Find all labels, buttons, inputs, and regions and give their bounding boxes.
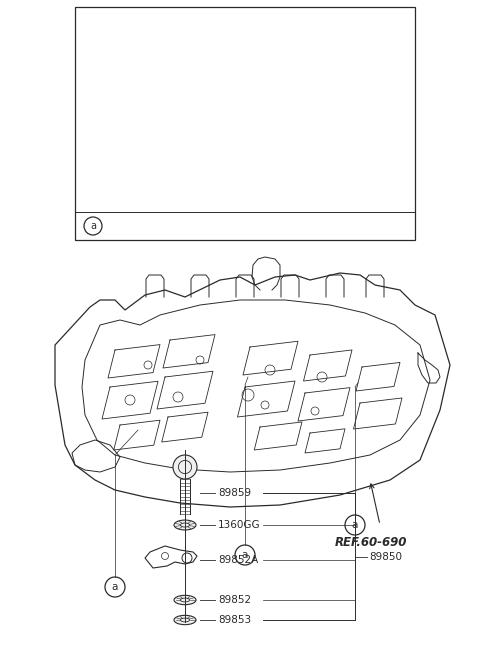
- Bar: [75, 7, 415, 240]
- Text: a: a: [90, 221, 96, 231]
- Text: REF.60-690: REF.60-690: [335, 536, 408, 550]
- Text: 89853: 89853: [218, 615, 251, 625]
- Ellipse shape: [174, 520, 196, 530]
- Text: 89852A: 89852A: [218, 555, 258, 565]
- Text: 1360GG: 1360GG: [218, 520, 261, 530]
- Ellipse shape: [174, 595, 196, 605]
- Text: a: a: [112, 582, 118, 592]
- Text: a: a: [242, 550, 248, 560]
- Circle shape: [173, 455, 197, 479]
- Ellipse shape: [174, 615, 196, 625]
- Text: 89850: 89850: [369, 552, 402, 561]
- Text: 89852: 89852: [218, 595, 251, 605]
- Text: a: a: [352, 520, 358, 530]
- Text: 89859: 89859: [218, 488, 251, 498]
